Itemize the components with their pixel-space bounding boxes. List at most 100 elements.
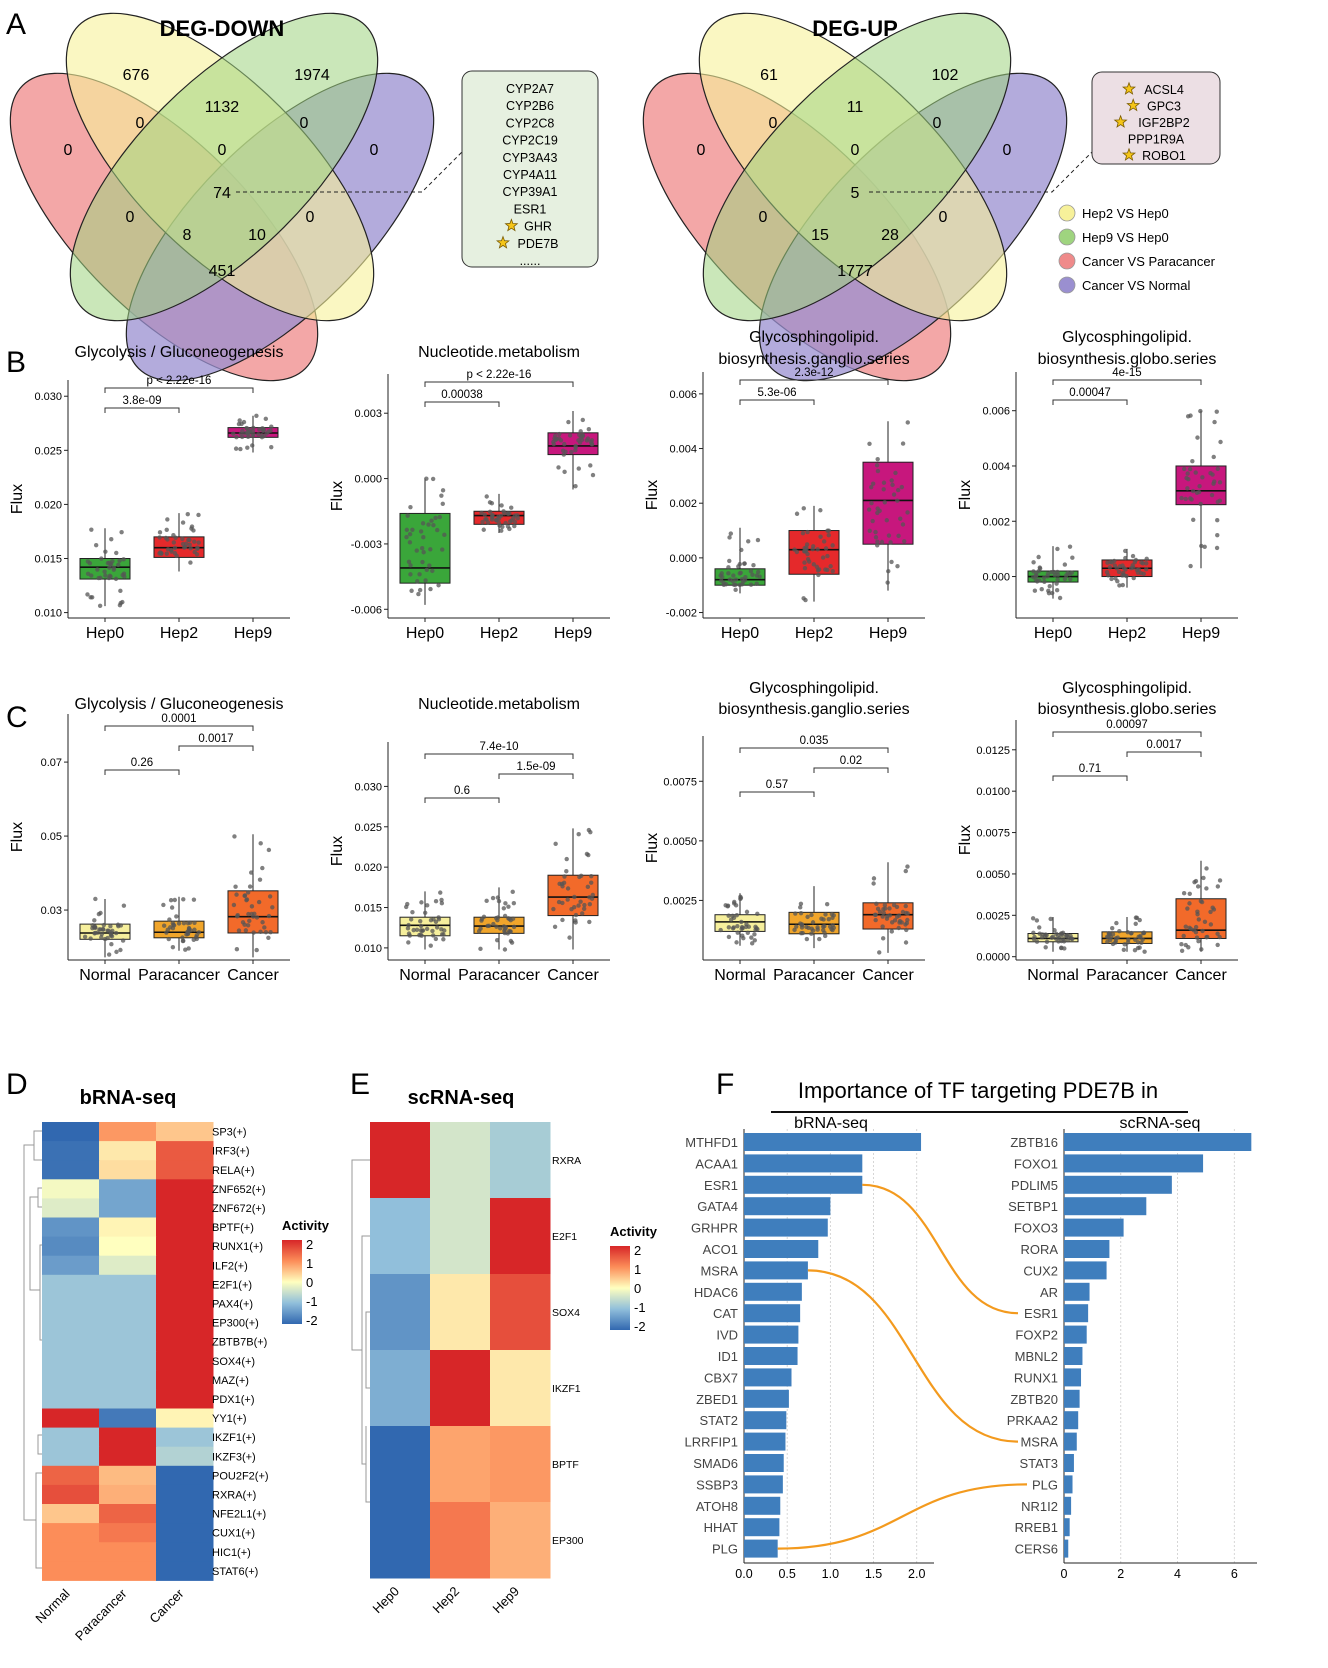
data-point [405, 513, 410, 518]
data-point [1059, 945, 1064, 951]
data-point [1037, 565, 1042, 570]
data-point [798, 910, 804, 916]
data-point [875, 468, 881, 474]
data-point [1065, 570, 1070, 576]
data-point [263, 929, 269, 935]
data-point [1195, 435, 1200, 440]
y-tick-label: 0.015 [354, 903, 382, 915]
bar [744, 1368, 792, 1387]
data-point [494, 937, 500, 943]
venn-count: 0 [370, 142, 379, 159]
data-point [1120, 582, 1125, 588]
p-value-label: 3.8e-09 [122, 395, 161, 407]
data-point [106, 928, 111, 933]
data-point [566, 419, 571, 425]
bar-label: STAT2 [699, 1413, 738, 1428]
row-label: RUNX1(+) [212, 1241, 263, 1253]
data-point [1139, 560, 1144, 565]
x-tick-label: Cancer [1175, 967, 1227, 984]
data-point [794, 511, 800, 516]
data-point [258, 841, 263, 846]
data-point [479, 916, 485, 922]
data-point [408, 572, 413, 577]
heatmap-cell [42, 1122, 100, 1142]
data-point [1052, 928, 1057, 933]
data-point [485, 520, 491, 525]
data-point [404, 527, 410, 533]
data-point [176, 921, 182, 926]
data-point [793, 911, 798, 916]
p-value-label: 2.3e-12 [794, 367, 833, 379]
heatmap-cell [42, 1465, 100, 1486]
data-point [569, 906, 574, 912]
star-icon [1122, 81, 1136, 95]
data-point [1218, 439, 1223, 445]
panel-label-c: C [6, 701, 28, 734]
data-point [820, 927, 826, 933]
data-point [1187, 466, 1193, 472]
y-tick-label: 0.004 [669, 444, 697, 456]
data-point [106, 952, 112, 957]
data-point [498, 926, 503, 931]
data-point [500, 524, 505, 529]
data-point [1137, 917, 1142, 923]
significance-bracket [424, 797, 500, 803]
data-point [439, 901, 445, 906]
data-point [180, 536, 185, 542]
data-point [119, 529, 124, 535]
row-dendrogram [351, 1159, 370, 1503]
gene-name: PDE7B [518, 237, 559, 251]
data-point [120, 572, 125, 578]
bar [1064, 1261, 1107, 1280]
data-point [881, 480, 887, 485]
venn-count: 5 [851, 185, 860, 202]
bar-subtitle: scRNA-seq [1120, 1115, 1201, 1132]
bar [744, 1496, 781, 1515]
bar-label: NR1I2 [1021, 1499, 1058, 1514]
data-point [578, 899, 583, 904]
data-point [171, 533, 176, 538]
p-value-label: 1.5e-09 [516, 761, 555, 773]
data-point [425, 903, 430, 908]
data-point [802, 566, 808, 571]
y-tick-label: 0.020 [354, 862, 382, 874]
data-point [576, 466, 581, 471]
gene-name: ACSL4 [1144, 83, 1184, 97]
y-tick-label: 0.002 [669, 498, 697, 510]
data-point [414, 548, 419, 553]
data-point [896, 913, 902, 918]
data-point [479, 510, 484, 516]
star-icon [1122, 147, 1136, 161]
row-label: NFE2L1(+) [212, 1509, 266, 1521]
p-value-label: 0.26 [131, 757, 153, 769]
data-point [428, 943, 433, 948]
data-point [889, 929, 894, 934]
bar [1064, 1175, 1172, 1194]
data-point [1067, 544, 1073, 549]
data-point [99, 935, 104, 940]
data-point [730, 926, 736, 931]
data-point [739, 919, 744, 925]
significance-bracket [739, 791, 815, 797]
data-point [1031, 936, 1037, 942]
data-point [408, 917, 414, 922]
data-point [1196, 938, 1201, 944]
gene-name: CYP2B6 [506, 99, 554, 113]
data-point [439, 897, 444, 903]
data-point [187, 920, 193, 925]
heatmap-cell [99, 1351, 157, 1371]
heatmap-cell [156, 1408, 214, 1429]
data-point [260, 920, 265, 925]
data-point [1215, 532, 1220, 538]
significance-bracket [104, 407, 180, 413]
bar [744, 1411, 787, 1430]
data-point [1217, 934, 1222, 940]
data-point [824, 901, 830, 907]
data-point [754, 573, 760, 578]
bar [1064, 1518, 1070, 1537]
data-point [587, 895, 592, 900]
heatmap-cell [42, 1446, 100, 1467]
data-point [1120, 563, 1125, 568]
data-point [565, 886, 571, 891]
venn-count: 676 [123, 67, 150, 84]
